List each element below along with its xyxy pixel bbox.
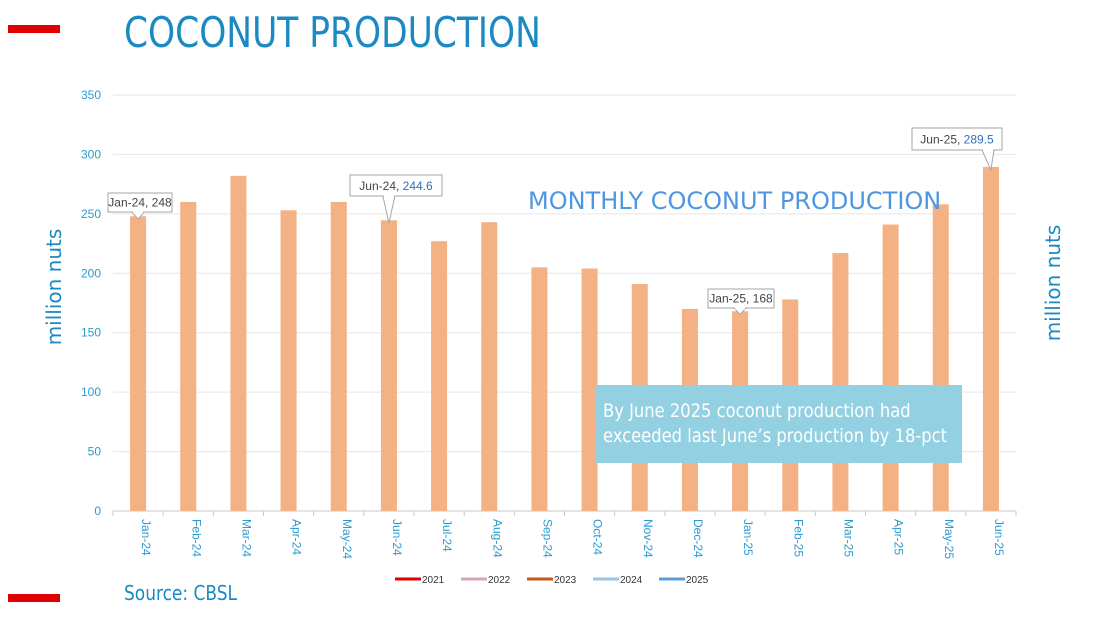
data-callout: Jun-24, 244.6 <box>349 174 443 224</box>
bar <box>230 175 247 511</box>
x-tick-label: Oct-24 <box>591 519 605 555</box>
y-tick-label: 200 <box>81 266 101 280</box>
bar <box>280 210 297 511</box>
data-callout: Jan-25, 168 <box>707 288 775 316</box>
x-tick-label: Aug-24 <box>490 519 504 558</box>
x-tick-label: Sep-24 <box>540 519 554 558</box>
data-annotations: Jan-24, 248 Jun-24, 244.6 Jan-25, 168 Jun-2… <box>107 127 1003 316</box>
y-axis-ticks: 0 50 100 150 200 250 300 350 <box>81 88 101 518</box>
y-tick-label: 100 <box>81 385 101 399</box>
x-tick-label: Jul-24 <box>440 519 454 552</box>
bar <box>130 216 147 511</box>
callout-category: Jan-24, <box>108 195 151 209</box>
y-tick-label: 300 <box>81 147 101 161</box>
callout-box-border <box>911 127 1003 151</box>
bar <box>581 268 598 511</box>
x-tick-label: Jan-24 <box>139 519 153 556</box>
bar <box>431 241 448 512</box>
callout-category: Jun-25, <box>920 132 963 146</box>
x-tick-label: Jun-24 <box>390 519 404 556</box>
red-marker-bottom <box>8 594 60 602</box>
callout-box: By June 2025 coconut production had exce… <box>596 385 962 463</box>
callout-value: 168 <box>753 291 773 305</box>
y-axis-title-left: million nuts <box>42 229 66 346</box>
bar <box>932 204 949 511</box>
x-tick-label: May-25 <box>942 519 956 559</box>
x-tick-label: Dec-24 <box>691 519 705 558</box>
callout-joint <box>735 306 746 310</box>
x-tick-label: Nov-24 <box>641 519 655 558</box>
callout-category: Jun-24, <box>359 179 402 193</box>
source-note: Source: CBSL <box>124 581 238 605</box>
y-tick-label: 150 <box>81 326 101 340</box>
y-axis-title-right: million nuts <box>1041 225 1065 342</box>
callout-pointer <box>733 307 747 316</box>
callout-joint <box>983 148 993 152</box>
chart-title: MONTHLY COCONUT PRODUCTION <box>528 187 941 215</box>
callout-pointer <box>131 211 145 221</box>
bar <box>180 201 197 511</box>
legend: 2021 2022 2023 2024 2025 <box>395 575 709 586</box>
red-marker-top <box>8 25 60 33</box>
legend-label: 2021 <box>422 575 445 586</box>
callout-pointer <box>382 195 396 224</box>
bar <box>882 224 899 511</box>
legend-label: 2022 <box>488 575 511 586</box>
y-tick-label: 250 <box>81 207 101 221</box>
data-callout: Jan-24, 248 <box>107 192 173 221</box>
callout-joint <box>133 210 144 214</box>
x-tick-label: Feb-24 <box>189 519 203 557</box>
y-tick-label: 0 <box>94 504 101 518</box>
bar <box>481 222 498 512</box>
page-title: COCONUT PRODUCTION <box>124 8 541 57</box>
callout-line-1: By June 2025 coconut production had <box>603 400 911 422</box>
callout-text: Jan-25, 168 <box>709 291 773 305</box>
x-axis-ticks: Jan-24 Feb-24 Mar-24 Apr-24 May-24 Jun-24 Jul-… <box>112 511 1017 559</box>
bar <box>832 253 849 511</box>
x-tick-label: Jan-25 <box>741 519 755 556</box>
callout-value: 289.5 <box>964 132 994 146</box>
legend-label: 2025 <box>686 575 709 586</box>
bar <box>380 220 397 511</box>
callout-text: Jan-24, 248 <box>108 195 172 209</box>
legend-label: 2023 <box>554 575 577 586</box>
callout-text: Jun-24, 244.6 <box>359 179 433 193</box>
x-tick-label: Apr-24 <box>290 519 304 555</box>
legend-label: 2024 <box>620 575 643 586</box>
x-tick-label: Apr-25 <box>892 519 906 555</box>
x-tick-label: May-24 <box>340 519 354 559</box>
callout-joint <box>383 194 394 198</box>
callout-value: 248 <box>152 195 172 209</box>
callout-category: Jan-25, <box>709 291 752 305</box>
callout-value: 244.6 <box>403 179 433 193</box>
bar <box>531 267 548 511</box>
y-tick-label: 50 <box>88 445 102 459</box>
data-callout: Jun-25, 289.5 <box>911 127 1003 172</box>
bar <box>330 201 347 511</box>
x-tick-label: Mar-25 <box>841 519 855 557</box>
callout-box-border <box>349 174 443 197</box>
x-tick-label: Jun-25 <box>992 519 1006 556</box>
callout-pointer <box>981 149 995 172</box>
y-tick-label: 350 <box>81 88 101 102</box>
x-tick-label: Feb-25 <box>791 519 805 557</box>
callout-text: Jun-25, 289.5 <box>920 132 994 146</box>
bar <box>982 166 999 511</box>
x-tick-label: Mar-24 <box>239 519 253 557</box>
callout-line-2: exceeded last June’s production by 18-pc… <box>603 425 948 447</box>
